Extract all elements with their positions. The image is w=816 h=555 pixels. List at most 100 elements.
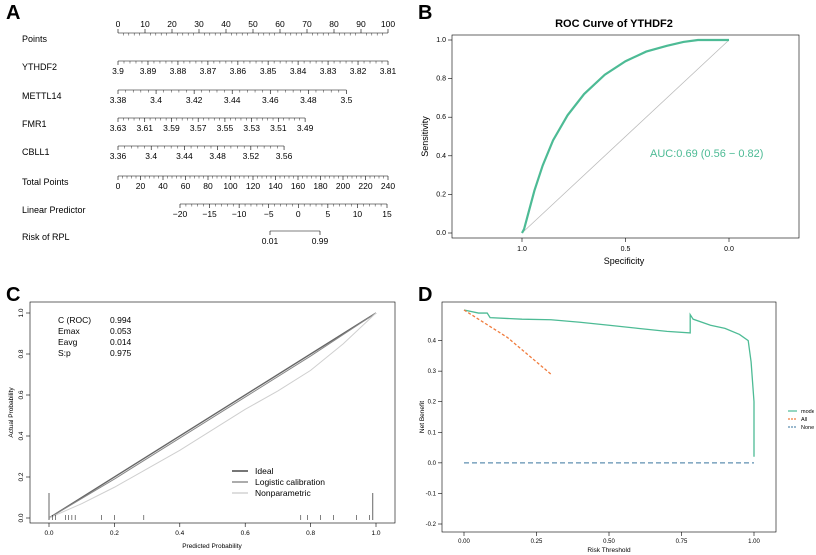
calibration-y-tick-label: 1.0 xyxy=(18,308,25,317)
nomogram-tick-label: 20 xyxy=(167,20,177,29)
calibration-y-tick-label: 0.0 xyxy=(18,513,25,522)
nomogram-tick-label: 200 xyxy=(336,181,350,191)
roc-x-tick-label: 0.0 xyxy=(724,246,734,253)
nomogram-tick-label: 3.55 xyxy=(217,123,234,133)
nomogram-tick-label: 3.61 xyxy=(136,123,153,133)
nomogram-tick-label: 180 xyxy=(313,181,327,191)
roc-curve xyxy=(521,38,729,234)
nomogram-row-label: Risk of RPL xyxy=(22,232,70,242)
nomogram-tick-label: 60 xyxy=(275,20,285,29)
decision-curve-y-tick-label: 0.2 xyxy=(428,400,437,406)
calibration-line xyxy=(48,312,377,519)
calibration-stat-value: 0.053 xyxy=(110,326,132,336)
panel-letter-a: A xyxy=(6,2,21,24)
nomogram-row-label: METTL14 xyxy=(22,91,62,101)
nomogram-tick-label: 3.63 xyxy=(110,123,127,133)
decision-curve-x-label: Risk Threshold xyxy=(587,547,631,554)
calibration-stat-label: S:p xyxy=(58,348,71,358)
decision-curve-x-tick-label: 1.00 xyxy=(748,539,760,545)
decision-curve-plot-frame xyxy=(441,301,777,533)
calibration-plot-frame xyxy=(29,301,396,524)
nomogram-tick-label: 3.86 xyxy=(230,66,247,76)
nomogram-row-label: CBLL1 xyxy=(22,147,50,157)
nomogram-tick-label: 3.83 xyxy=(320,66,337,76)
decision-curve-y-tick-label: -0.1 xyxy=(426,491,437,497)
nomogram-tick-label: 80 xyxy=(203,181,213,191)
nomogram-tick-label: 0.01 xyxy=(262,236,279,246)
decision-curve-y-tick-label: -0.2 xyxy=(426,522,437,528)
calibration-stat-label: C (ROC) xyxy=(58,315,91,325)
nomogram-tick-label: 3.53 xyxy=(243,123,260,133)
panel-letter-d: D xyxy=(418,284,433,306)
nomogram-tick-label: −15 xyxy=(202,209,217,219)
nomogram-tick-label: 3.44 xyxy=(176,151,193,161)
nomogram-tick-label: 3.82 xyxy=(350,66,367,76)
nomogram-tick-label: 3.4 xyxy=(150,95,162,105)
calibration-chart: 0.0 0.2 0.4 0.6 0.8 1.0 0.0 0.2 0.4 0.6 0.8 1.0 Pred… xyxy=(8,301,396,550)
decision-curve-y-tick-label: 0.0 xyxy=(428,461,437,467)
decision-curve-y-label: Net Benefit xyxy=(419,401,426,433)
nomogram-tick-label: −10 xyxy=(232,209,247,219)
nomogram-tick-label: 3.42 xyxy=(186,95,203,105)
nomogram-tick-label: 80 xyxy=(329,20,339,29)
nomogram-tick-label: 140 xyxy=(268,181,282,191)
calibration-stat-value: 0.994 xyxy=(110,315,132,325)
calibration-x-tick-label: 0.4 xyxy=(175,530,184,537)
roc-y-tick-label: 0.4 xyxy=(436,153,446,160)
nomogram-tick-label: 220 xyxy=(358,181,372,191)
nomogram-tick-label: 3.4 xyxy=(145,151,157,161)
calibration-stat-value: 0.014 xyxy=(110,337,132,347)
nomogram-tick-label: 3.81 xyxy=(380,66,397,76)
nomogram-tick-label: 70 xyxy=(302,20,312,29)
nomogram-row-label: YTHDF2 xyxy=(22,62,57,72)
nomogram-tick-label: 3.88 xyxy=(170,66,187,76)
nomogram-tick-label: 160 xyxy=(291,181,305,191)
nomogram-tick-label: 3.89 xyxy=(140,66,157,76)
roc-y-tick-label: 0.8 xyxy=(436,76,446,83)
nomogram-tick-label: 3.52 xyxy=(243,151,260,161)
nomogram-tick-label: 3.9 xyxy=(112,66,124,76)
nomogram-tick-label: 10 xyxy=(140,20,150,29)
decision-curve-line xyxy=(463,309,552,375)
decision-curve-x-tick-label: 0.50 xyxy=(603,539,615,545)
nomogram-tick-label: 20 xyxy=(136,181,146,191)
nomogram-tick-label: 120 xyxy=(246,181,260,191)
nomogram-tick-label: −20 xyxy=(173,209,188,219)
nomogram-tick-label: 3.38 xyxy=(110,95,127,105)
nomogram-tick-label: 0.99 xyxy=(312,236,329,246)
decision-curve-legend-label: None xyxy=(801,425,814,431)
roc-auc-label: AUC:0.69 (0.56 − 0.82) xyxy=(650,148,763,160)
calibration-y-tick-label: 0.6 xyxy=(18,390,25,399)
nomogram-tick-label: 3.48 xyxy=(209,151,226,161)
nomogram-tick-label: 3.87 xyxy=(200,66,217,76)
nomogram-tick-label: 90 xyxy=(356,20,366,29)
calibration-y-tick-label: 0.8 xyxy=(18,349,25,358)
nomogram-tick-label: −5 xyxy=(264,209,274,219)
nomogram-tick-label: 60 xyxy=(181,181,191,191)
roc-title: ROC Curve of YTHDF2 xyxy=(555,18,673,30)
calibration-stat-label: Eavg xyxy=(58,337,78,347)
calibration-legend-label: Ideal xyxy=(255,466,274,476)
nomogram-tick-label: 0 xyxy=(296,209,301,219)
nomogram-tick-label: 0 xyxy=(116,181,121,191)
calibration-x-tick-label: 0.8 xyxy=(306,530,315,537)
calibration-x-tick-label: 1.0 xyxy=(371,530,380,537)
roc-chart: ROC Curve of YTHDF2 1.0 0.5 0.0 0.0 0.2 0.4 0.6… xyxy=(420,18,800,266)
nomogram-tick-label: 3.48 xyxy=(300,95,317,105)
decision-curve-x-tick-label: 0.75 xyxy=(676,539,688,545)
nomogram-tick-label: 30 xyxy=(194,20,204,29)
calibration-x-tick-label: 0.6 xyxy=(241,530,250,537)
roc-y-tick-label: 0.2 xyxy=(436,191,446,198)
nomogram-tick-label: 40 xyxy=(158,181,168,191)
decision-curve-y-tick-label: 0.4 xyxy=(428,339,437,345)
nomogram-tick-label: 240 xyxy=(381,181,395,191)
decision-curve-y-tick-label: 0.1 xyxy=(428,430,437,436)
decision-curve-line xyxy=(463,309,755,457)
roc-y-tick-label: 1.0 xyxy=(436,37,446,44)
decision-curve-x-tick-label: 0.25 xyxy=(531,539,543,545)
roc-x-tick-label: 0.5 xyxy=(621,246,631,253)
nomogram-tick-label: 100 xyxy=(381,20,395,29)
nomogram-row-label: Linear Predictor xyxy=(22,205,86,215)
roc-x-label: Specificity xyxy=(604,256,645,266)
